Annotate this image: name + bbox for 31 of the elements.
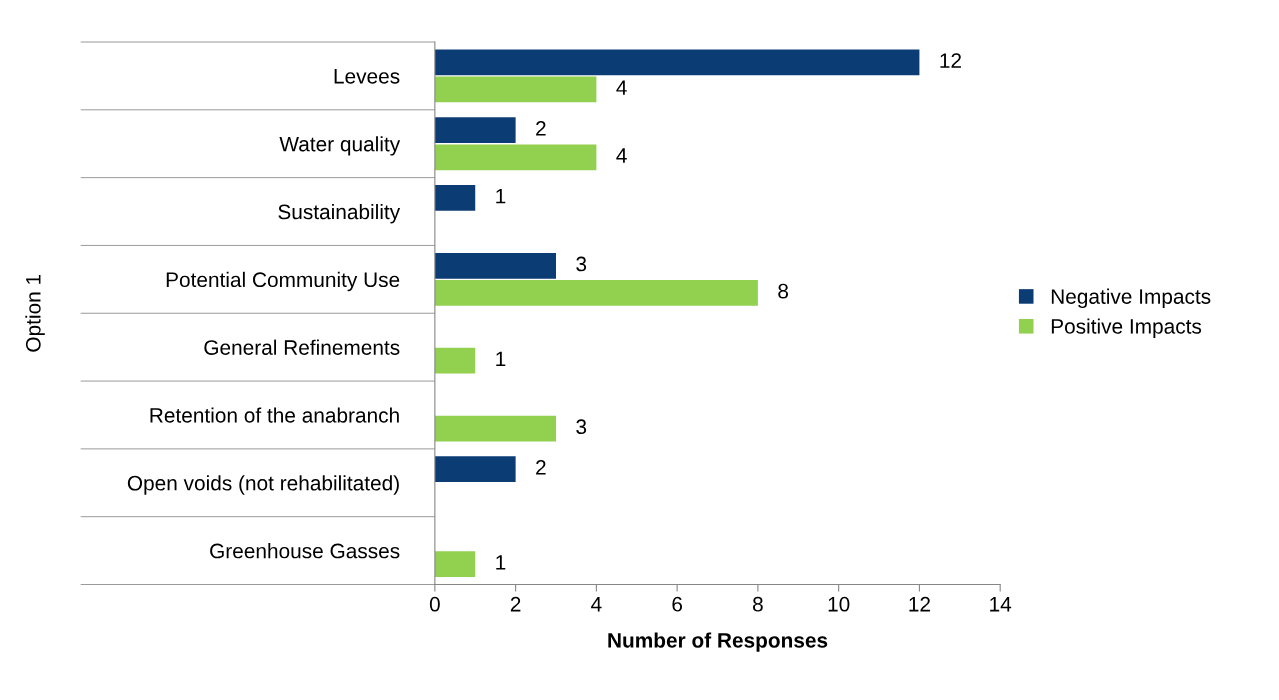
data-label: 1 [496,555,506,570]
y-tick-label: Sustainability [278,203,401,224]
legend-label: Positive Impacts [1051,318,1202,338]
data-label: 3 [576,419,587,435]
y-tick-label: Retention of the anabranch [150,407,399,423]
data-label: 12 [940,53,961,68]
data-label: 3 [576,256,587,272]
data-label: 4 [616,80,627,95]
data-label: 2 [536,121,546,136]
x-tick-label: 12 [909,596,930,612]
x-tick-label: 4 [591,597,602,612]
y-tick-label: Potential Community Use [166,271,400,292]
data-label: 1 [496,351,506,367]
data-label: 1 [496,189,506,204]
y-axis-title: Option 1 [25,274,45,352]
y-tick-label: Greenhouse Gasses [210,543,400,559]
x-tick-label: 2 [510,596,521,612]
legend-label: Negative Impacts [1051,288,1211,309]
data-label: 4 [616,148,627,163]
x-tick-label: 6 [672,596,683,612]
x-axis-title: Number of Responses [608,632,828,652]
x-tick-label: 14 [990,597,1012,612]
y-tick-label: Open voids (not rehabilitated) [127,475,399,495]
x-tick-label: 10 [828,596,850,612]
data-label: 2 [536,460,546,475]
x-tick-label: 8 [753,596,763,612]
y-tick-label: General Refinements [204,339,400,355]
y-tick-label: Water quality [279,136,401,156]
x-tick-label: 0 [429,596,440,612]
y-tick-label: Levees [334,69,400,84]
data-label: 8 [778,283,789,299]
